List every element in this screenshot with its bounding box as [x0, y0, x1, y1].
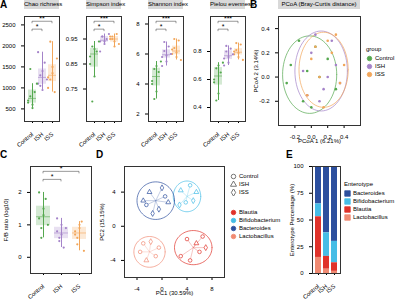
svg-text:ISS: ISS	[105, 131, 116, 142]
html-text:Blautia: Blautia	[353, 206, 372, 212]
svg-text:0.4: 0.4	[193, 104, 202, 110]
svg-text:-0.2: -0.2	[259, 98, 270, 104]
svg-text:2000: 2000	[2, 43, 16, 49]
svg-text:0.75: 0.75	[66, 86, 78, 92]
svg-text:0.4: 0.4	[261, 26, 270, 32]
svg-text:0: 0	[112, 223, 116, 229]
svg-text:0: 0	[18, 254, 22, 260]
svg-text:Enterotype Percentage (%): Enterotype Percentage (%)	[289, 184, 295, 256]
svg-text:8: 8	[210, 286, 214, 292]
svg-text:0.2: 0.2	[261, 50, 270, 56]
svg-text:1000: 1000	[2, 85, 16, 91]
svg-text:1: 1	[18, 222, 22, 228]
svg-text:ISS: ISS	[43, 131, 54, 142]
svg-text:Control: Control	[27, 283, 46, 299]
svg-text:***: ***	[224, 15, 232, 22]
svg-text:ISH: ISH	[316, 283, 329, 295]
html-text:Shannon index: Shannon index	[148, 1, 188, 7]
svg-text:*: *	[51, 173, 54, 180]
svg-text:-0.2: -0.2	[289, 133, 301, 140]
svg-text:Control: Control	[78, 131, 97, 148]
svg-text:Control: Control	[16, 131, 35, 148]
svg-text:0: 0	[300, 270, 304, 276]
html-text:ISS: ISS	[239, 189, 249, 195]
html-text:Bacteroides: Bacteroides	[353, 190, 385, 196]
svg-text:PC1 (30.59%): PC1 (30.59%)	[156, 290, 194, 296]
html-text:ISS: ISS	[375, 71, 385, 77]
html-text:Lactobacillus: Lactobacillus	[239, 233, 274, 239]
html-text:Control: Control	[375, 55, 395, 61]
html-text:A: A	[0, 0, 8, 10]
svg-text:ISS: ISS	[70, 283, 81, 294]
svg-text:2: 2	[136, 111, 140, 117]
svg-text:100: 100	[293, 163, 304, 169]
svg-text:2: 2	[18, 189, 22, 195]
svg-text:ISS: ISS	[167, 131, 178, 142]
html-text:C: C	[0, 149, 8, 160]
svg-text:75: 75	[297, 190, 304, 196]
html-text:Blautia: Blautia	[239, 209, 258, 215]
svg-text:0.6: 0.6	[193, 76, 202, 82]
svg-text:-4: -4	[134, 286, 140, 292]
svg-text:*: *	[36, 23, 39, 30]
svg-text:***: ***	[100, 15, 108, 22]
html-text:Enterotype: Enterotype	[344, 181, 373, 187]
svg-text:ISH: ISH	[156, 131, 169, 143]
html-text:group: group	[366, 46, 382, 52]
svg-text:Control: Control	[202, 131, 221, 148]
html-text:E: E	[286, 149, 293, 160]
html-text:Control: Control	[239, 173, 259, 179]
html-text:B: B	[250, 0, 258, 10]
svg-text:4: 4	[136, 81, 140, 87]
svg-text:PCoA 1 (6.21%): PCoA 1 (6.21%)	[298, 138, 341, 144]
html-text:ISH: ISH	[239, 181, 249, 187]
svg-text:-4: -4	[110, 257, 116, 263]
svg-text:0.4: 0.4	[340, 134, 349, 140]
svg-text:Control: Control	[140, 131, 159, 148]
svg-text:ISS: ISS	[229, 131, 240, 142]
svg-text:0.8: 0.8	[193, 48, 202, 54]
svg-text:0.95: 0.95	[66, 36, 78, 42]
svg-text:1500: 1500	[2, 64, 16, 70]
svg-text:**: **	[39, 15, 45, 22]
svg-text:*: *	[60, 165, 63, 172]
svg-text:ISS: ISS	[325, 283, 336, 294]
html-text:ISH: ISH	[375, 63, 385, 69]
svg-text:6: 6	[136, 51, 140, 57]
html-text:Bacteroides: Bacteroides	[239, 225, 271, 231]
svg-text:*: *	[160, 23, 163, 30]
svg-text:8: 8	[136, 21, 140, 27]
html-text:Chao richness: Chao richness	[24, 1, 63, 7]
html-text:PCoA (Bray-Curtis distance): PCoA (Bray-Curtis distance)	[281, 1, 357, 7]
svg-text:*: *	[98, 23, 101, 30]
svg-text:0.0: 0.0	[261, 74, 270, 80]
svg-text:F/B ratio (log10): F/B ratio (log10)	[3, 198, 9, 241]
svg-text:***: ***	[162, 15, 170, 22]
svg-text:0.85: 0.85	[66, 61, 78, 67]
svg-text:2500: 2500	[2, 22, 16, 28]
html-text:Pielou evenness: Pielou evenness	[210, 1, 254, 7]
html-text:Lactobacillus: Lactobacillus	[353, 214, 388, 220]
svg-text:ISH: ISH	[94, 131, 107, 143]
svg-text:ISH: ISH	[52, 283, 64, 294]
html-text:Simpson index: Simpson index	[86, 1, 126, 7]
svg-text:ISH: ISH	[218, 131, 231, 143]
html-text:Bifidobacterium: Bifidobacterium	[239, 217, 281, 223]
svg-text:50: 50	[297, 217, 304, 223]
svg-text:ISH: ISH	[32, 131, 45, 143]
html-text:D: D	[96, 149, 104, 160]
svg-text:500: 500	[5, 106, 16, 112]
svg-text:4: 4	[112, 189, 116, 195]
svg-text:PC2 (15.15%): PC2 (15.15%)	[99, 203, 105, 241]
html-text:Bifidobacterium: Bifidobacterium	[353, 198, 395, 204]
svg-text:25: 25	[297, 244, 304, 250]
svg-text:PCoA 2 (3.14%): PCoA 2 (3.14%)	[253, 49, 259, 92]
svg-text:*: *	[222, 23, 225, 30]
